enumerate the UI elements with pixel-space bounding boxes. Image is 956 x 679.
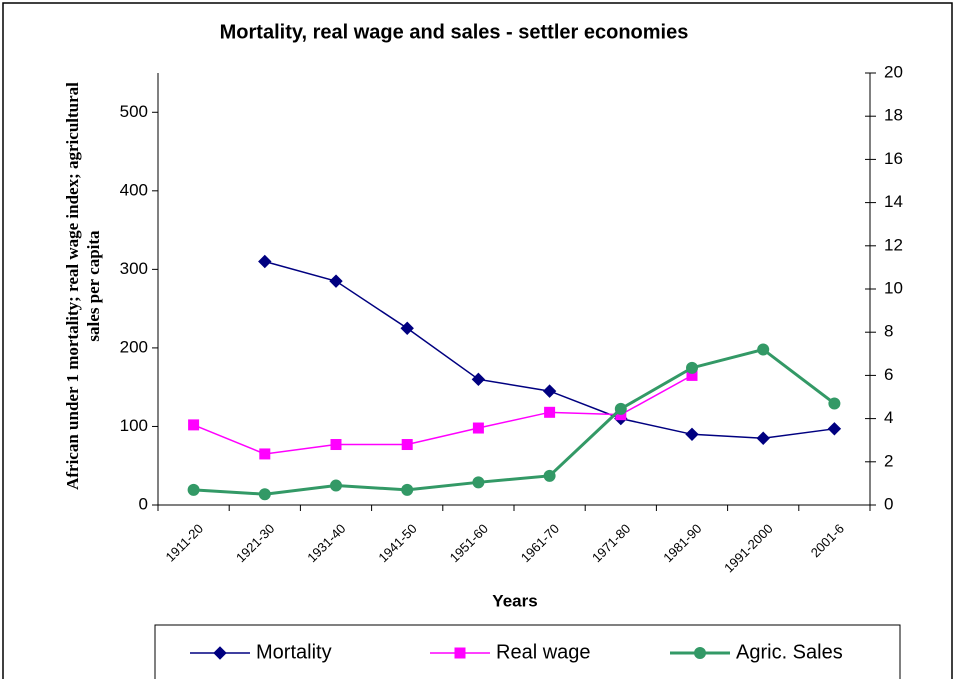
marker [330, 479, 342, 492]
marker [756, 431, 770, 445]
marker [188, 419, 200, 431]
marker [472, 422, 484, 434]
y2-tick-label: 6 [884, 365, 893, 384]
marker [757, 343, 770, 356]
x-axis-title: Years [492, 591, 537, 610]
legend-marker [454, 647, 466, 659]
y2-tick-label: 10 [884, 278, 903, 297]
y2-tick-label: 4 [884, 408, 893, 427]
marker [401, 439, 413, 451]
marker [187, 483, 200, 496]
y-tick-label: 400 [120, 180, 148, 199]
legend-marker [694, 647, 706, 659]
marker [330, 439, 342, 451]
series-line [193, 347, 836, 496]
y2-tick-label: 12 [884, 235, 903, 254]
y2-tick-label: 16 [884, 149, 903, 168]
y2-tick-label: 0 [884, 494, 893, 513]
y2-tick-label: 20 [884, 62, 903, 81]
legend-label: Mortality [256, 641, 332, 663]
marker [259, 448, 271, 460]
marker [828, 397, 841, 410]
y-tick-label: 500 [120, 102, 148, 121]
y-tick-label: 100 [120, 416, 148, 435]
y2-tick-label: 2 [884, 451, 893, 470]
marker [401, 483, 414, 496]
y-tick-label: 200 [120, 337, 148, 356]
y2-tick-label: 14 [884, 192, 903, 211]
marker [827, 422, 842, 436]
marker [329, 274, 343, 288]
y2-tick-label: 8 [884, 322, 893, 341]
marker [685, 427, 699, 442]
legend-label: Agric. Sales [736, 641, 843, 663]
marker [542, 384, 557, 398]
series-line [193, 374, 693, 455]
marker [471, 372, 486, 387]
legend-marker [213, 646, 227, 660]
marker [472, 476, 485, 489]
y-axis-title-box: African under 1 mortality; real wage ind… [63, 82, 103, 490]
chart-title: Mortality, real wage and sales - settler… [220, 21, 689, 43]
y-tick-label: 300 [120, 259, 148, 278]
marker [686, 361, 698, 374]
legend-box [154, 624, 901, 679]
legend-label: Real wage [496, 641, 591, 663]
marker [258, 488, 271, 501]
y-tick-label: 0 [139, 494, 148, 513]
marker [614, 402, 627, 415]
marker [258, 254, 272, 269]
marker [543, 469, 556, 482]
y-axis-title: African under 1 mortality; real wage ind… [63, 82, 103, 490]
y2-tick-label: 18 [884, 106, 903, 125]
marker [544, 406, 556, 418]
marker [400, 321, 414, 335]
